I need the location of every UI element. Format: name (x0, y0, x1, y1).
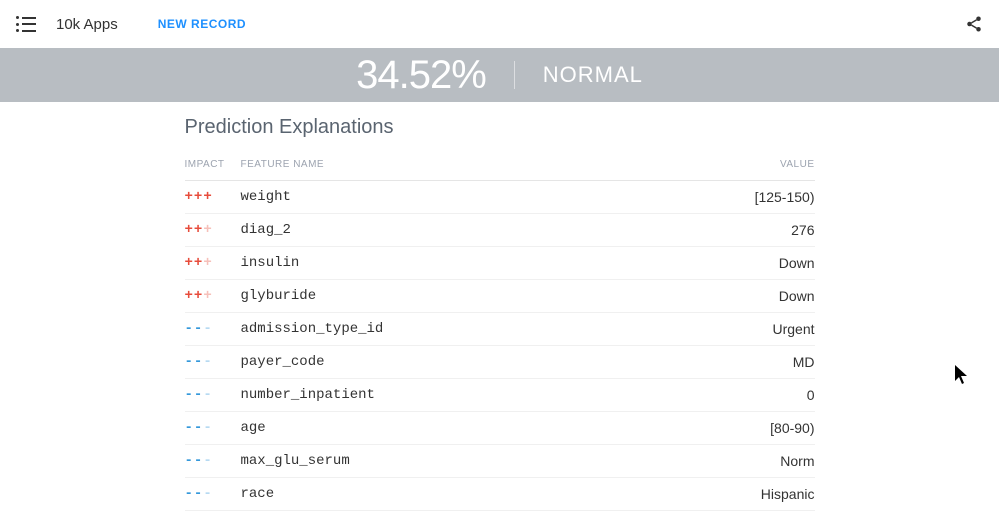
table-row: ---payer_codeMD (185, 346, 815, 379)
feature-name: insulin (241, 255, 665, 271)
impact-indicator: --- (185, 387, 241, 403)
prediction-status: NORMAL (543, 62, 643, 88)
new-record-button[interactable]: NEW RECORD (158, 17, 246, 31)
feature-value: Down (665, 255, 815, 271)
feature-name: glyburide (241, 288, 665, 304)
banner-divider (514, 61, 515, 89)
impact-indicator: --- (185, 486, 241, 502)
feature-value: 0 (665, 387, 815, 403)
table-header: IMPACT FEATURE NAME VALUE (185, 159, 815, 181)
feature-value: MD (665, 354, 815, 370)
header-impact: IMPACT (185, 159, 241, 170)
impact-indicator: --- (185, 354, 241, 370)
header-feature: FEATURE NAME (241, 159, 665, 170)
section-title: Prediction Explanations (185, 116, 815, 139)
impact-indicator: +++ (185, 288, 241, 304)
impact-indicator: +++ (185, 255, 241, 271)
feature-name: diag_2 (241, 222, 665, 238)
header-value: VALUE (665, 159, 815, 170)
feature-value: [80-90) (665, 420, 815, 436)
table-row: +++insulinDown (185, 247, 815, 280)
feature-value: [125-150) (665, 189, 815, 205)
top-bar: 10k Apps NEW RECORD (0, 0, 999, 48)
table-row: ---max_glu_serumNorm (185, 445, 815, 478)
share-icon[interactable] (965, 15, 983, 33)
prediction-banner: 34.52% NORMAL (0, 48, 999, 102)
explanation-rows: +++weight[125-150)+++diag_2276+++insulin… (185, 181, 815, 511)
table-row: +++weight[125-150) (185, 181, 815, 214)
feature-value: Hispanic (665, 486, 815, 502)
table-row: ---admission_type_idUrgent (185, 313, 815, 346)
table-row: +++diag_2276 (185, 214, 815, 247)
feature-name: weight (241, 189, 665, 205)
menu-icon[interactable] (16, 16, 36, 32)
content-area: Prediction Explanations IMPACT FEATURE N… (185, 102, 815, 511)
cursor-icon (955, 365, 969, 385)
table-row: ---raceHispanic (185, 478, 815, 511)
feature-value: 276 (665, 222, 815, 238)
impact-indicator: +++ (185, 222, 241, 238)
feature-value: Urgent (665, 321, 815, 337)
impact-indicator: --- (185, 453, 241, 469)
impact-indicator: +++ (185, 189, 241, 205)
table-row: ---number_inpatient0 (185, 379, 815, 412)
app-title: 10k Apps (56, 16, 118, 33)
table-row: ---age[80-90) (185, 412, 815, 445)
feature-value: Norm (665, 453, 815, 469)
table-row: +++glyburideDown (185, 280, 815, 313)
feature-name: payer_code (241, 354, 665, 370)
impact-indicator: --- (185, 321, 241, 337)
impact-indicator: --- (185, 420, 241, 436)
feature-name: age (241, 420, 665, 436)
feature-name: race (241, 486, 665, 502)
feature-name: number_inpatient (241, 387, 665, 403)
feature-value: Down (665, 288, 815, 304)
prediction-value: 34.52% (356, 53, 486, 98)
feature-name: admission_type_id (241, 321, 665, 337)
feature-name: max_glu_serum (241, 453, 665, 469)
